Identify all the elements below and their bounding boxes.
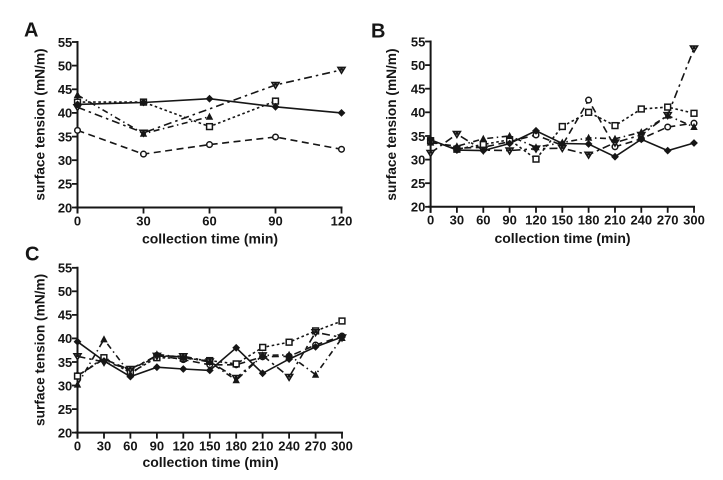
svg-text:35: 35 [58,129,72,144]
svg-text:180: 180 [578,213,600,228]
svg-text:25: 25 [58,177,72,192]
svg-text:surface tension (mN/m): surface tension (mN/m) [33,274,48,426]
svg-text:35: 35 [58,355,72,370]
svg-text:55: 55 [411,34,425,49]
svg-text:25: 25 [58,402,72,417]
svg-text:40: 40 [58,106,72,121]
svg-text:30: 30 [58,153,72,168]
svg-text:150: 150 [199,439,221,454]
svg-text:60: 60 [202,213,216,228]
svg-text:90: 90 [502,213,516,228]
svg-text:50: 50 [58,284,72,299]
svg-text:50: 50 [58,58,72,73]
svg-text:20: 20 [58,425,72,440]
svg-text:surface tension (mN/m): surface tension (mN/m) [384,48,399,200]
svg-text:40: 40 [58,331,72,346]
svg-text:surface tension (mN/m): surface tension (mN/m) [33,48,48,200]
svg-text:240: 240 [278,439,300,454]
svg-text:30: 30 [450,213,464,228]
svg-text:120: 120 [525,213,547,228]
svg-text:300: 300 [683,213,705,228]
svg-text:30: 30 [136,213,150,228]
svg-text:55: 55 [58,261,72,276]
svg-text:A: A [24,20,38,42]
svg-text:300: 300 [331,439,353,454]
svg-text:collection time (min): collection time (min) [142,454,278,470]
svg-text:90: 90 [268,213,282,228]
svg-text:35: 35 [411,129,425,144]
svg-text:30: 30 [97,439,111,454]
svg-text:45: 45 [58,82,72,97]
svg-text:50: 50 [411,58,425,73]
svg-text:collection time (min): collection time (min) [494,230,630,246]
svg-text:150: 150 [551,213,573,228]
svg-text:0: 0 [74,439,81,454]
svg-text:45: 45 [411,82,425,97]
svg-text:C: C [25,244,39,266]
svg-text:20: 20 [411,200,425,215]
svg-text:270: 270 [305,439,327,454]
svg-text:240: 240 [630,213,652,228]
svg-text:30: 30 [411,152,425,167]
svg-text:0: 0 [74,213,81,228]
svg-text:0: 0 [427,213,434,228]
svg-text:210: 210 [604,213,626,228]
svg-text:55: 55 [58,35,72,50]
svg-text:25: 25 [411,176,425,191]
svg-text:90: 90 [150,439,164,454]
svg-text:120: 120 [331,213,353,228]
svg-text:180: 180 [225,439,247,454]
svg-text:210: 210 [252,439,274,454]
svg-text:40: 40 [411,105,425,120]
svg-text:30: 30 [58,378,72,393]
svg-text:45: 45 [58,308,72,323]
svg-text:60: 60 [476,213,490,228]
svg-text:60: 60 [123,439,137,454]
svg-text:B: B [371,21,385,43]
svg-text:collection time (min): collection time (min) [142,231,278,247]
svg-text:120: 120 [172,439,194,454]
svg-text:270: 270 [657,213,679,228]
svg-text:20: 20 [58,200,72,215]
